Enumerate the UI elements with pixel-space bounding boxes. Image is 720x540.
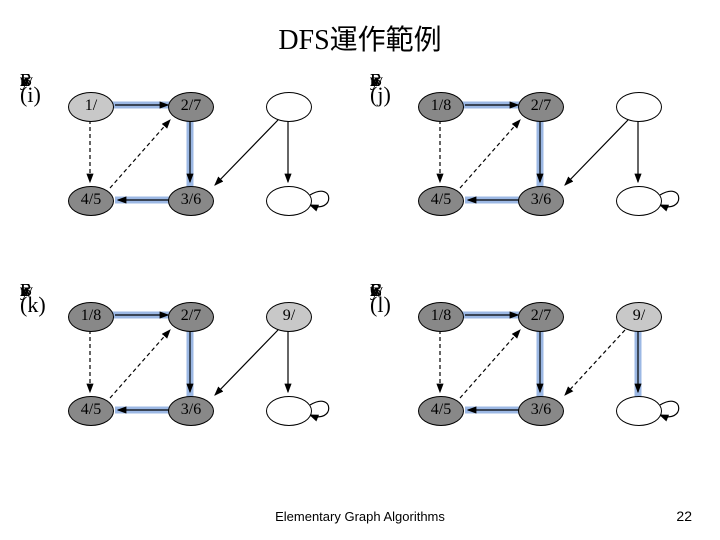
node-x: 4/5 [68,396,114,426]
edge-b: B [20,70,32,91]
panel-l: (l) u 1/8 v 2/7 w 9/ 4/5 x 3/6 y z F B C [370,280,710,480]
node-u: 1/8 [418,302,464,332]
node-u: 1/8 [418,92,464,122]
edge-c: C [370,280,382,301]
node-u: 1/8 [68,302,114,332]
node-x: 4/5 [418,396,464,426]
panel-i: (i) u 1/ v 2/7 w 4/5 x 3/6 y z F B [20,70,340,270]
page-title: DFS運作範例 [0,0,720,58]
node-y: 3/6 [168,396,214,426]
node-y: 3/6 [518,186,564,216]
node-x: 4/5 [418,186,464,216]
panel-j: (j) u 1/8 v 2/7 w 4/5 x 3/6 y z F B [370,70,690,270]
node-z [616,396,662,426]
node-w: 9/ [616,302,662,332]
page-number: 22 [676,508,692,524]
node-y: 3/6 [518,396,564,426]
node-y: 3/6 [168,186,214,216]
edge-b: B [20,280,32,301]
node-v: 2/7 [168,92,214,122]
footer-text: Elementary Graph Algorithms [0,509,720,524]
node-z [266,186,312,216]
node-w [266,92,312,122]
node-v: 2/7 [518,302,564,332]
node-z [266,396,312,426]
node-w [616,92,662,122]
node-z [616,186,662,216]
panel-k: (k) u 1/8 v 2/7 w 9/ 4/5 x 3/6 y z F B [20,280,340,480]
node-v: 2/7 [518,92,564,122]
node-w: 9/ [266,302,312,332]
node-u: 1/ [68,92,114,122]
edge-b: B [370,70,382,91]
node-x: 4/5 [68,186,114,216]
node-v: 2/7 [168,302,214,332]
